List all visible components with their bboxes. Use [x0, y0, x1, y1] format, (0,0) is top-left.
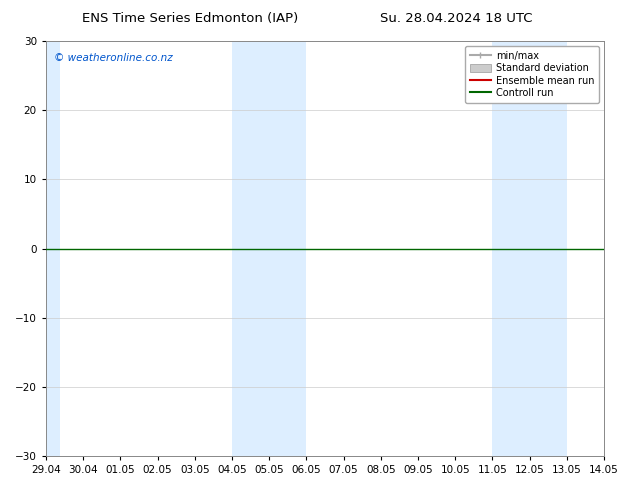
Bar — [493, 41, 567, 456]
Text: ENS Time Series Edmonton (IAP): ENS Time Series Edmonton (IAP) — [82, 12, 299, 25]
Legend: min/max, Standard deviation, Ensemble mean run, Controll run: min/max, Standard deviation, Ensemble me… — [465, 46, 599, 103]
Text: Su. 28.04.2024 18 UTC: Su. 28.04.2024 18 UTC — [380, 12, 533, 25]
Bar — [46, 41, 60, 456]
Text: © weatheronline.co.nz: © weatheronline.co.nz — [55, 53, 173, 64]
Bar — [232, 41, 306, 456]
